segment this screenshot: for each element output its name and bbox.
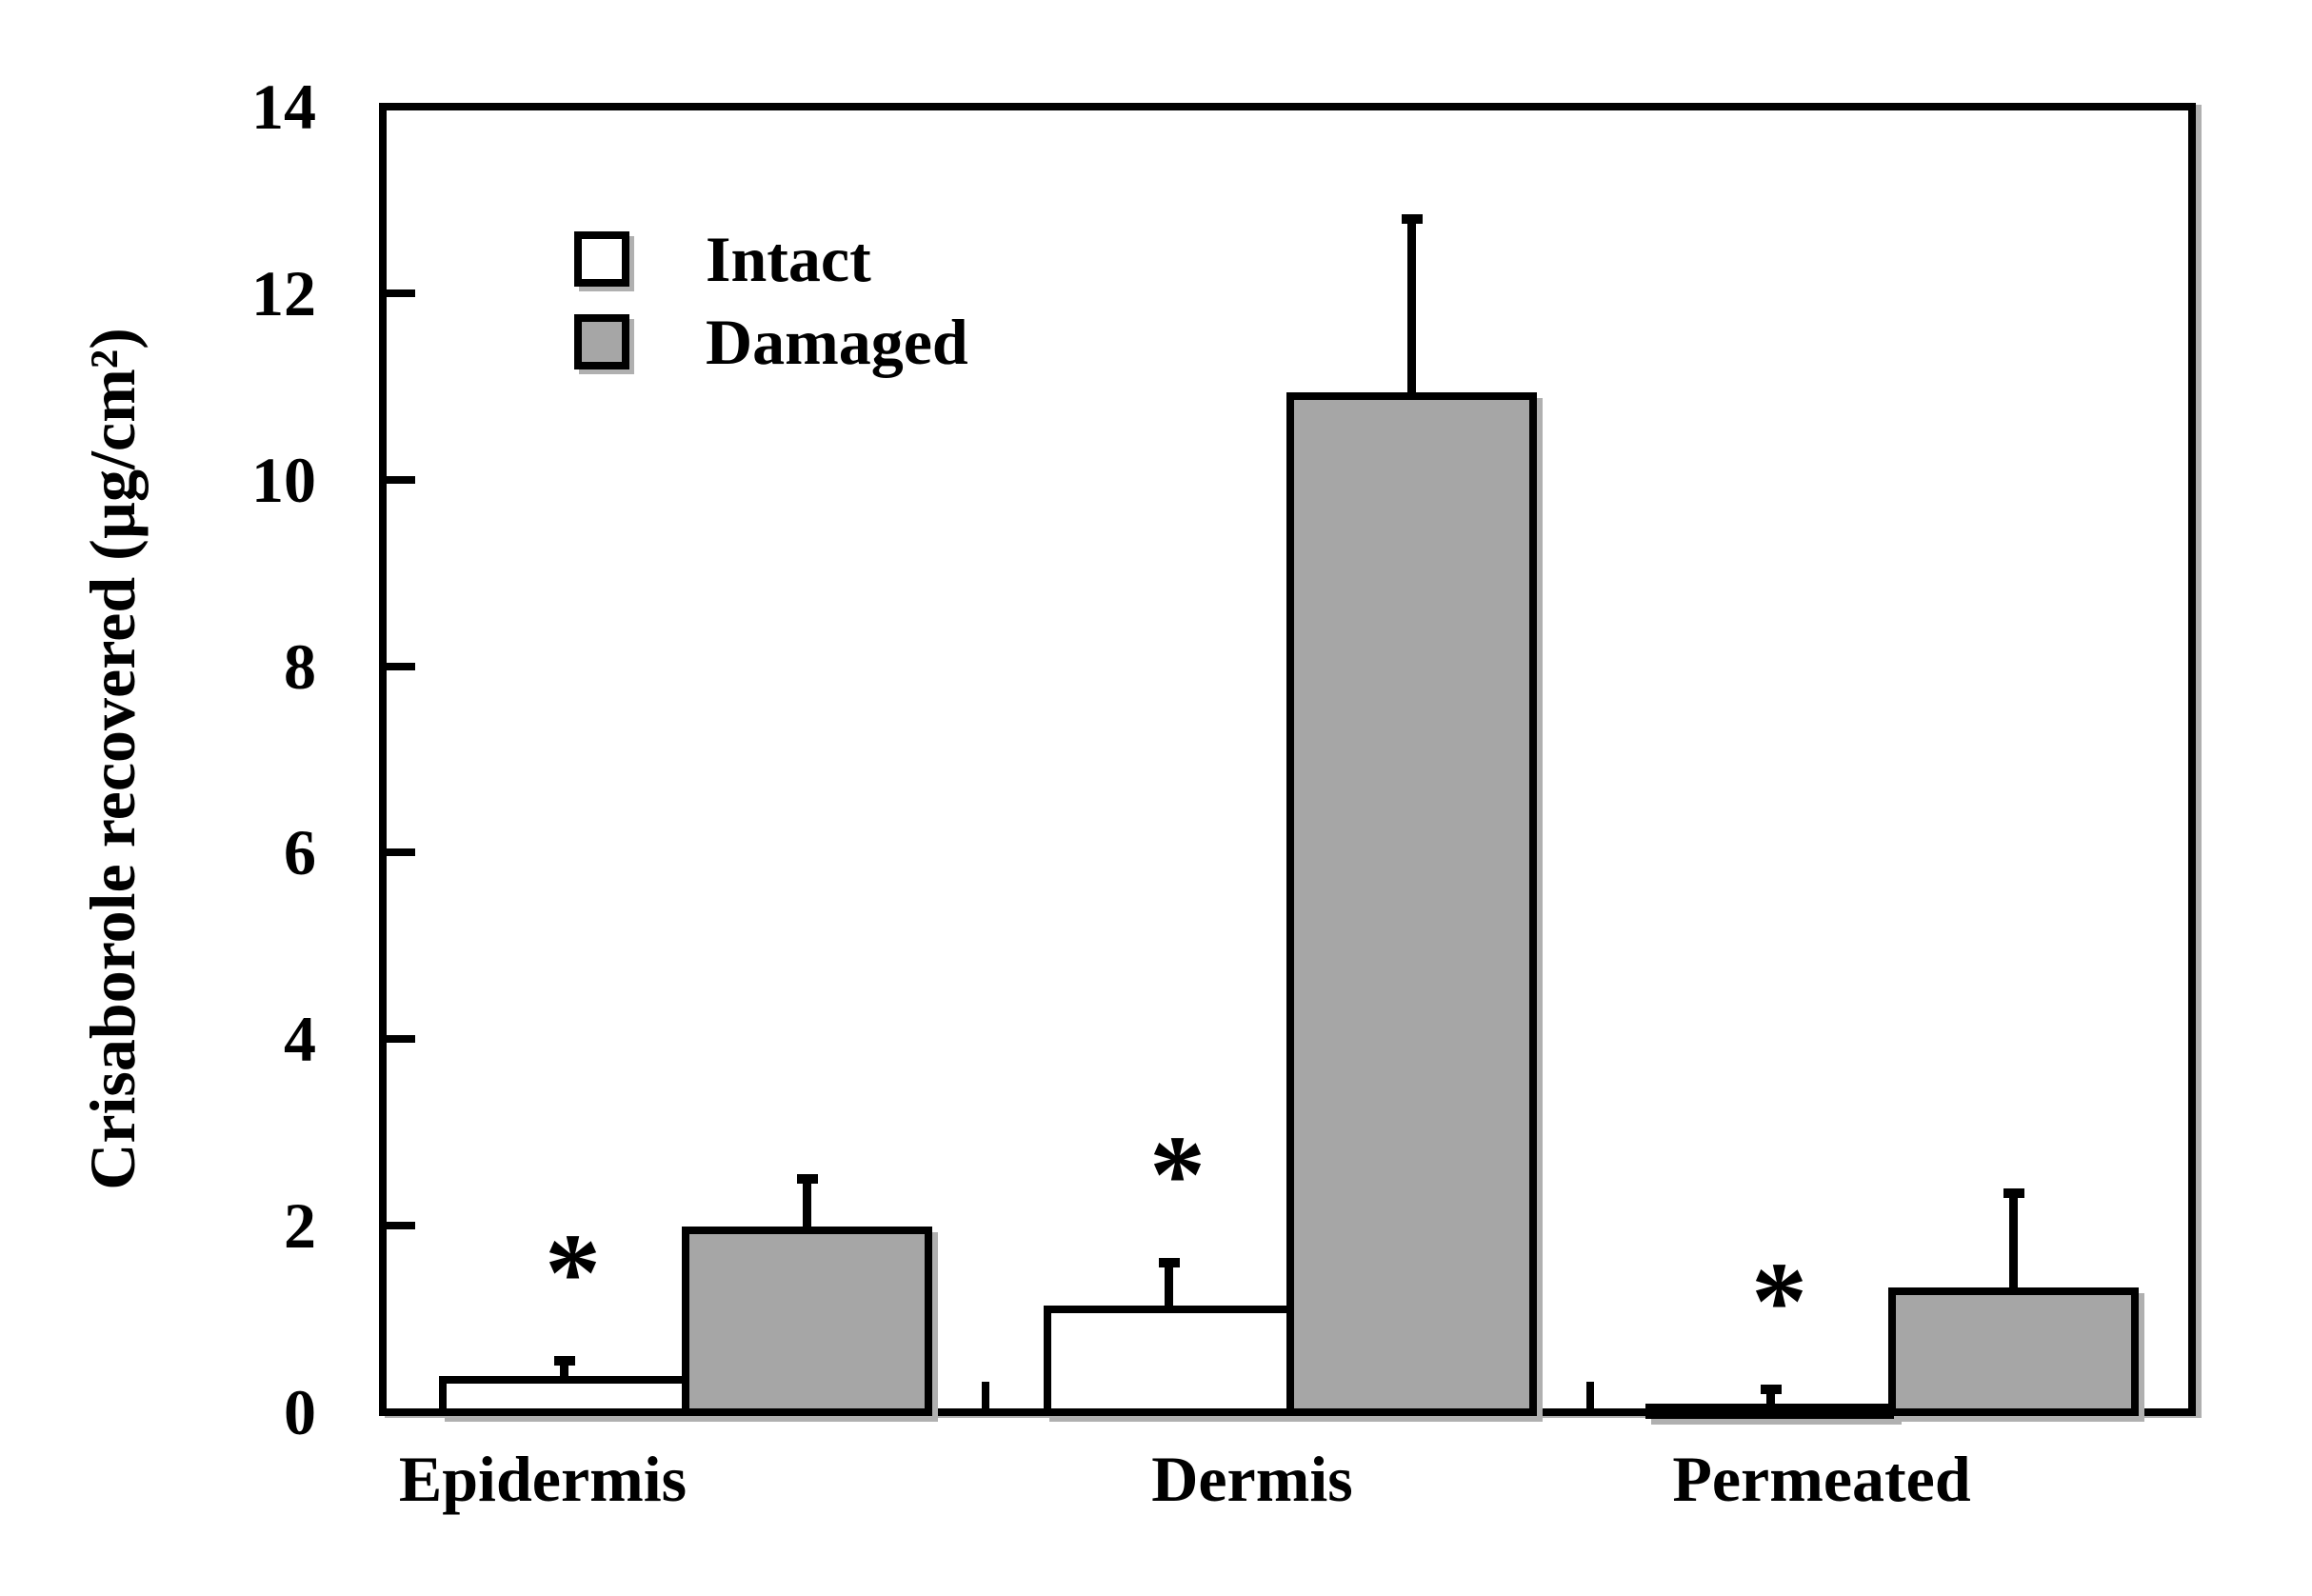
x-category-label-permeated: Permeated: [1672, 1443, 1971, 1515]
bar-damaged-dermis: [1286, 391, 1537, 1416]
x-axis-divider-tick: [1586, 1382, 1594, 1408]
legend-label-damaged: Damaged: [706, 306, 968, 378]
error-bar-cap: [796, 1174, 818, 1185]
x-category-label-epidermis: Epidermis: [398, 1443, 688, 1515]
y-axis-tick: [387, 1035, 415, 1044]
y-axis-tick: [387, 848, 415, 857]
error-bar-cap: [1401, 213, 1423, 224]
legend-swatch-damaged-icon: [574, 314, 629, 369]
y-tick-label: 2: [284, 1189, 316, 1263]
error-bar-damaged-dermis: [1407, 218, 1416, 396]
error-bar-cap: [1158, 1258, 1180, 1268]
error-bar-intact-dermis: [1165, 1263, 1173, 1310]
y-axis-tick: [387, 662, 415, 670]
legend-swatch-intact-icon: [574, 231, 629, 287]
significance-asterisk-dermis: *: [1149, 1112, 1206, 1238]
legend-entry-damaged: Damaged: [574, 306, 968, 378]
y-tick-label: 0: [284, 1376, 316, 1448]
legend-label-intact: Intact: [706, 223, 871, 295]
y-tick-label: 4: [284, 1003, 316, 1076]
significance-asterisk-permeated: *: [1751, 1238, 1807, 1364]
y-tick-label: 6: [284, 816, 316, 889]
x-category-label-dermis: Dermis: [1151, 1443, 1353, 1515]
x-axis-divider-tick: [982, 1382, 989, 1408]
bar-intact-dermis: [1044, 1306, 1294, 1416]
error-bar-intact-permeated: [1766, 1388, 1775, 1408]
y-tick-label: 12: [251, 256, 316, 329]
y-tick-label: 14: [251, 70, 316, 143]
error-bar-cap: [553, 1356, 575, 1367]
error-bar-damaged-permeated: [2009, 1192, 2018, 1291]
y-tick-label: 8: [284, 629, 316, 703]
y-axis-tick: [387, 1222, 415, 1230]
y-axis-tick: [387, 289, 415, 297]
error-bar-cap: [2003, 1187, 2024, 1198]
legend-entry-intact: Intact: [574, 223, 871, 295]
error-bar-damaged-epidermis: [803, 1179, 811, 1231]
bar-damaged-permeated: [1888, 1287, 2139, 1416]
bar-damaged-epidermis: [682, 1227, 932, 1416]
error-bar-cap: [1760, 1384, 1782, 1394]
significance-asterisk-epidermis: *: [545, 1210, 601, 1336]
bar-intact-epidermis: [439, 1375, 689, 1416]
y-axis-tick: [387, 475, 415, 484]
y-tick-label: 10: [251, 443, 316, 516]
error-bar-intact-epidermis: [560, 1361, 568, 1380]
